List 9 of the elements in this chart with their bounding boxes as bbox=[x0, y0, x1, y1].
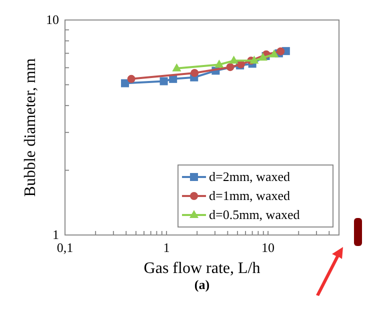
x-tick-label: 0,1 bbox=[56, 240, 74, 255]
x-axis-title: Gas flow rate, L/h bbox=[144, 260, 260, 277]
legend-label: d=2mm, waxed bbox=[209, 169, 290, 184]
legend-label: d=1mm, waxed bbox=[209, 188, 290, 203]
text: (a) bbox=[194, 277, 210, 292]
x-tick-label: 10 bbox=[262, 240, 275, 255]
x-tick-label: 1 bbox=[163, 240, 170, 255]
y-axis-title: Bubble diameter, mm bbox=[22, 58, 39, 197]
legend-label: d=0.5mm, waxed bbox=[209, 207, 300, 222]
